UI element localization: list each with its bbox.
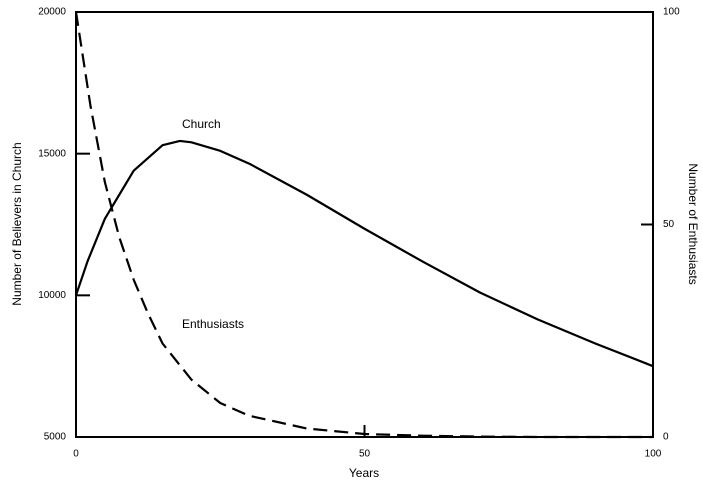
- y2-tick-label: 100: [663, 7, 680, 18]
- y2-tick-label: 0: [663, 432, 669, 443]
- x-tick-label: 0: [73, 449, 79, 460]
- y2-axis-label: Number of Enthusiasts: [686, 163, 700, 284]
- series-annotation: Church: [182, 117, 221, 131]
- y-tick-label: 15000: [38, 148, 66, 159]
- y2-tick-label: 50: [663, 219, 675, 230]
- x-axis-label: Years: [349, 466, 379, 480]
- plot-frame: [75, 11, 654, 438]
- y-axis-label: Number of Believers in Church: [10, 142, 24, 305]
- y-tick-label: 5000: [44, 432, 67, 443]
- x-tick-label: 100: [645, 449, 662, 460]
- y-tick-label: 20000: [38, 7, 66, 18]
- y-tick-label: 10000: [38, 290, 66, 301]
- series-annotation: Enthusiasts: [182, 317, 244, 331]
- series-line: [74, 11, 653, 439]
- x-tick-label: 50: [359, 449, 371, 460]
- series-line: [74, 139, 654, 368]
